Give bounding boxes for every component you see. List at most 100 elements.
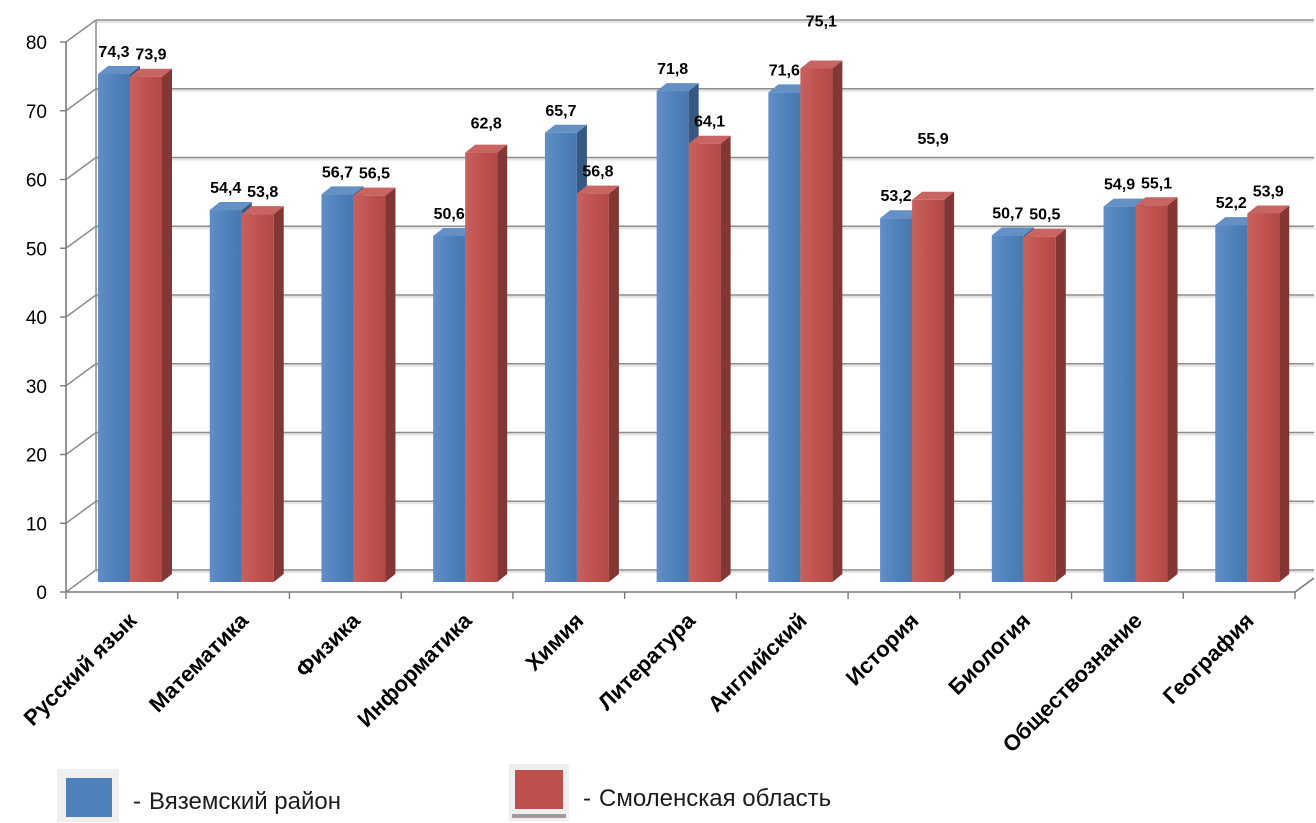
side-wall-gridline <box>65 431 97 456</box>
data-label: 56,7 <box>322 164 353 181</box>
bar-series-2 <box>1247 205 1290 583</box>
x-axis-category-label: Физика <box>291 607 366 682</box>
bar-group <box>209 202 284 583</box>
bar-front-face <box>1135 205 1168 582</box>
y-axis-tick-label: 0 <box>36 583 47 604</box>
bar-group <box>98 65 172 583</box>
data-label: 50,6 <box>434 206 465 223</box>
bar-front-face <box>241 214 274 582</box>
bar-series-2 <box>912 191 955 582</box>
bar-series-2 <box>353 187 396 582</box>
data-label: 73,9 <box>135 47 166 64</box>
y-axis-tick-label: 70 <box>26 102 47 123</box>
x-axis-category-label: Литература <box>593 607 701 715</box>
data-label: 64,1 <box>694 114 725 131</box>
y-axis-tick-label: 50 <box>26 239 47 260</box>
bar-front-face <box>991 235 1024 582</box>
bar-top-face <box>912 191 955 200</box>
data-label: 56,5 <box>359 166 390 183</box>
bar-top-face <box>688 135 731 144</box>
bar-series-2 <box>465 144 508 583</box>
y-axis-tick-label: 80 <box>26 33 47 54</box>
bar-series-2 <box>1023 228 1066 583</box>
bar-front-face <box>912 199 945 582</box>
bar-group <box>768 60 843 583</box>
bar-top-face <box>768 84 811 93</box>
bar-top-face <box>353 187 396 196</box>
bar-top-face <box>880 210 923 219</box>
bar-top-face <box>1023 228 1066 237</box>
y-axis-tick-label: 40 <box>26 308 47 329</box>
y-axis-tick-label: 10 <box>26 514 47 535</box>
bar-side-face <box>1055 228 1066 583</box>
bar-front-face <box>576 193 609 582</box>
data-label: 50,5 <box>1029 207 1060 224</box>
legend-dash: - <box>133 788 141 815</box>
bar-front-face <box>465 152 498 583</box>
bar-top-face <box>991 227 1034 236</box>
bar-front-face <box>130 76 162 583</box>
bar-series-2 <box>688 135 731 582</box>
legend-series-name: Смоленская область <box>599 785 831 812</box>
data-label: 71,6 <box>769 62 800 79</box>
bar-top-face <box>98 65 140 74</box>
side-wall-gridline <box>65 569 97 593</box>
floor-right-edge <box>1294 577 1315 593</box>
bar-top-face <box>1247 205 1290 214</box>
x-axis-category-label: История <box>841 608 924 691</box>
bar-top-face <box>576 185 619 194</box>
legend-label: - Вяземский район <box>133 788 341 815</box>
bar-front-face <box>688 143 721 582</box>
legend-series-name: Вяземский район <box>149 788 341 815</box>
bar-top-face <box>544 124 587 133</box>
bar-group <box>880 191 955 582</box>
bar-group <box>656 83 731 582</box>
bar-top-face <box>800 60 843 69</box>
bar-side-face <box>162 68 172 583</box>
data-label: 50,7 <box>992 205 1023 222</box>
bar-side-face <box>385 187 396 582</box>
side-wall-gridline <box>65 19 97 43</box>
legend-swatch-underline <box>512 814 566 818</box>
bar-front-face <box>353 195 386 582</box>
x-axis-category-label: Химия <box>521 608 589 676</box>
bar-front-face <box>656 91 689 582</box>
bar-front-face <box>1103 206 1136 582</box>
bar-side-face <box>720 135 731 582</box>
data-label: 65,7 <box>545 103 576 120</box>
bar-top-face <box>1215 217 1258 226</box>
bar-front-face <box>544 132 577 582</box>
bar-front-face <box>1247 213 1280 583</box>
data-label: 75,1 <box>806 14 837 31</box>
bar-side-face <box>832 60 843 583</box>
bar-top-face <box>656 83 699 92</box>
chart-bars <box>98 60 1290 583</box>
data-label: 62,8 <box>471 116 502 133</box>
side-wall-gridline <box>65 294 97 318</box>
bar-group <box>433 144 508 583</box>
bar-front-face <box>209 210 242 583</box>
chart-axes <box>60 41 1315 599</box>
x-axis-category-label: География <box>1158 608 1259 709</box>
bar-front-face <box>768 92 801 582</box>
x-axis-category-label: Информатика <box>353 607 478 732</box>
side-wall-gridline <box>65 88 97 112</box>
bar-side-face <box>1279 205 1290 583</box>
bar-series-2 <box>130 68 172 583</box>
bar-group <box>321 186 396 582</box>
legend-item-series-1: - Вяземский район <box>57 769 341 822</box>
bar-front-face <box>880 218 913 582</box>
bar-side-face <box>273 206 284 582</box>
bar-front-face <box>98 73 130 582</box>
side-wall-gridline <box>65 225 97 249</box>
data-label: 53,9 <box>1253 183 1284 200</box>
y-axis-tick-label: 60 <box>26 171 47 192</box>
bar-top-face <box>321 186 364 195</box>
bar-front-face <box>433 236 466 582</box>
data-label: 54,9 <box>1104 177 1135 194</box>
x-axis-category-label: Английский <box>703 608 812 717</box>
data-label: 56,8 <box>582 164 613 181</box>
legend: - Вяземский район - Смоленская область <box>57 764 831 822</box>
data-label: 52,2 <box>1216 195 1247 212</box>
